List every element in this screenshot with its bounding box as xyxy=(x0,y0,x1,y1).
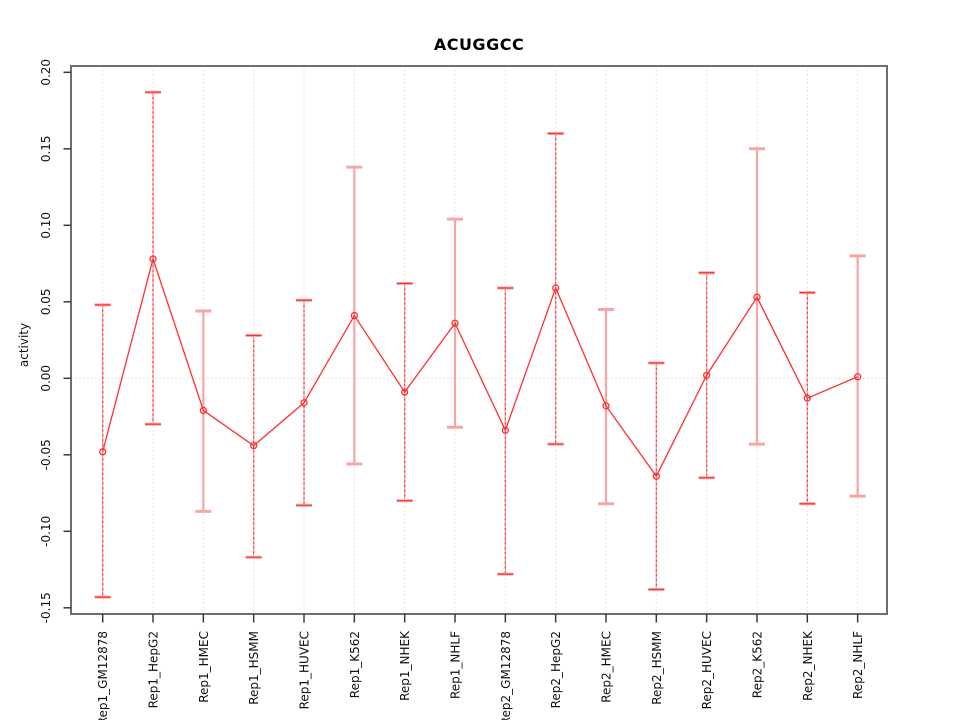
data-point xyxy=(703,371,711,379)
data-point xyxy=(99,448,107,456)
x-tick-label: Rep2_NHEK xyxy=(801,630,815,701)
x-tick-label: Rep1_GM12878 xyxy=(96,631,110,720)
data-point xyxy=(250,441,258,450)
y-tick-label: 0.20 xyxy=(39,59,53,86)
data-point xyxy=(401,388,409,396)
data-point xyxy=(350,311,359,320)
plot-frame xyxy=(70,65,888,615)
data-point xyxy=(552,284,560,292)
data-point xyxy=(854,373,862,381)
x-tick-label: Rep1_HepG2 xyxy=(147,631,161,708)
series-line xyxy=(102,256,858,478)
x-tick-label: Rep2_HUVEC xyxy=(700,631,714,709)
y-tick-label: -0.15 xyxy=(39,592,53,623)
data-point xyxy=(652,472,660,480)
x-tick-label: Rep1_K562 xyxy=(348,631,362,698)
data-point xyxy=(803,394,811,402)
data-point xyxy=(149,255,157,263)
data-point xyxy=(300,399,308,407)
y-tick-label: 0.15 xyxy=(39,135,53,162)
x-tick-label: Rep1_NHLF xyxy=(449,631,463,699)
x-tick-label: Rep2_GM12878 xyxy=(499,631,513,720)
data-point xyxy=(501,426,509,434)
data-point xyxy=(451,319,459,327)
x-tick-label: Rep2_HepG2 xyxy=(549,631,563,708)
y-tick-label: -0.05 xyxy=(39,439,53,470)
data-point xyxy=(199,406,208,415)
data-point xyxy=(753,293,761,301)
y-tick-label: 0.05 xyxy=(39,288,53,315)
x-tick-label: Rep2_HMEC xyxy=(600,631,614,703)
x-tick-label: Rep1_NHEK xyxy=(398,630,412,701)
x-tick-label: Rep2_NHLF xyxy=(851,631,865,699)
x-tick-label: Rep2_HSMM xyxy=(650,631,664,705)
x-tick-label: Rep1_HMEC xyxy=(197,631,211,703)
y-tick-label: 0.00 xyxy=(39,365,53,392)
y-tick-label: 0.10 xyxy=(39,212,53,239)
x-tick-label: Rep1_HSMM xyxy=(247,631,261,705)
chart-title: ACUGGCC xyxy=(433,35,525,54)
x-tick-label: Rep1_HUVEC xyxy=(298,631,312,709)
x-tick-label: Rep2_K562 xyxy=(750,631,764,698)
y-tick-label: -0.10 xyxy=(39,516,53,547)
data-point xyxy=(602,402,610,410)
